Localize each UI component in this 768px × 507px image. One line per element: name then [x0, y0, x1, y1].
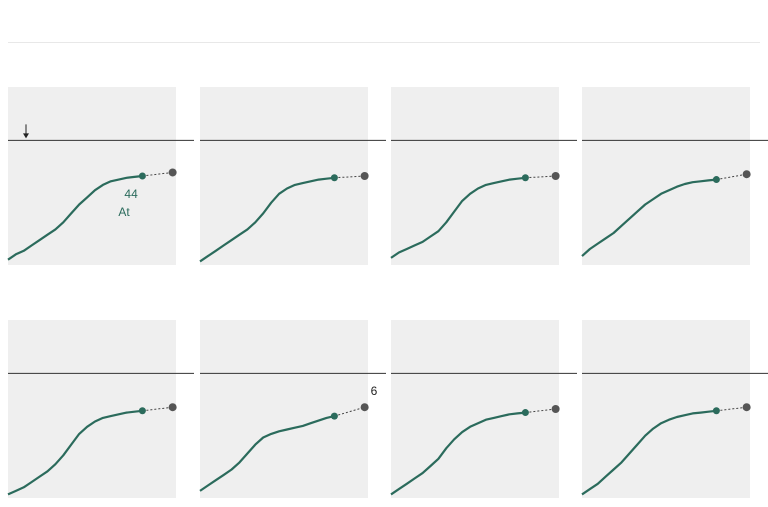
current-sublabel: At — [118, 205, 130, 219]
title-rule — [8, 42, 760, 43]
projection-connector — [525, 175, 556, 179]
projection-connector — [334, 406, 365, 417]
panel-background — [200, 87, 368, 265]
current-point — [521, 174, 529, 182]
panel-1: 44 At — [7, 87, 194, 265]
projection-connector — [716, 173, 747, 181]
projection-connector — [334, 175, 365, 179]
panel-3 — [390, 87, 577, 265]
target-point — [551, 172, 560, 180]
panel-background — [8, 87, 176, 265]
current-point — [330, 412, 338, 420]
series-line — [390, 176, 526, 259]
panel-background — [391, 87, 559, 265]
target-point — [168, 403, 177, 412]
panel-6: 6 — [199, 320, 386, 498]
current-point — [521, 409, 529, 417]
panel-4 — [581, 87, 768, 265]
panel-8 — [581, 320, 768, 498]
target-point — [551, 405, 560, 413]
series-line — [581, 409, 717, 496]
series-line — [7, 174, 143, 261]
panel-background — [391, 320, 559, 498]
current-point — [138, 172, 146, 180]
target-point — [360, 172, 369, 180]
panel-background — [8, 320, 176, 498]
series-line — [390, 411, 526, 496]
series-line — [7, 409, 143, 496]
current-point — [330, 174, 338, 182]
current-point — [138, 407, 146, 415]
reference-arrow-head — [23, 133, 29, 139]
panel-7 — [390, 320, 577, 498]
current-point — [712, 407, 720, 415]
current-label: 44 — [124, 187, 138, 201]
series-line — [199, 176, 335, 263]
target-point — [742, 403, 751, 412]
panel-5 — [7, 320, 194, 498]
current-point — [712, 176, 720, 184]
projection-connector — [142, 171, 173, 177]
projection-connector — [525, 408, 556, 414]
target-point — [360, 403, 369, 412]
target-point — [742, 170, 751, 179]
target-point — [168, 168, 177, 177]
projection-connector — [716, 406, 747, 412]
series-line — [581, 178, 717, 257]
panel-background — [582, 320, 750, 498]
series-line — [199, 415, 335, 492]
target-label: 6 — [371, 384, 378, 398]
panel-2 — [199, 87, 386, 265]
panel-background — [200, 320, 368, 498]
projection-connector — [142, 406, 173, 412]
